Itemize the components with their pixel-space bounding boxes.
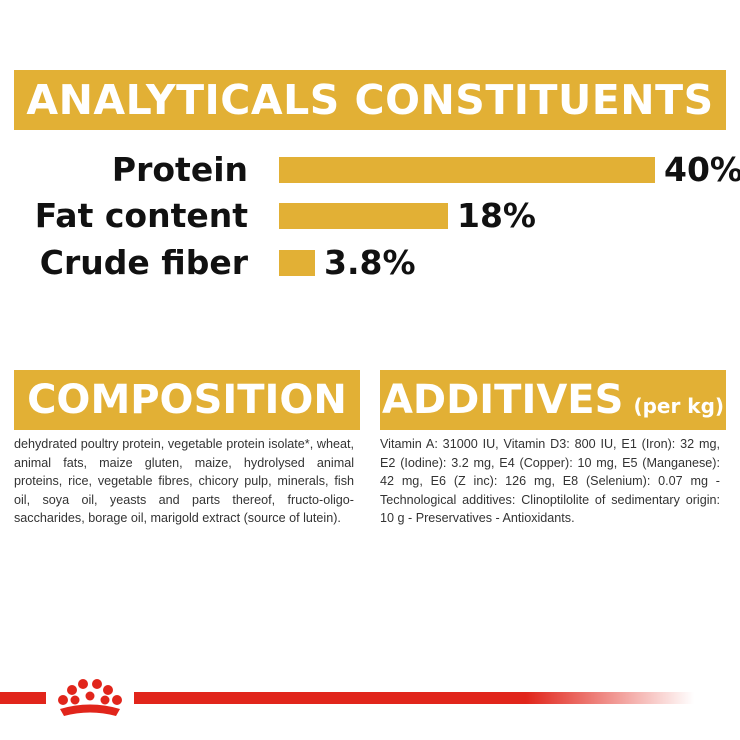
analytics-title: ANALYTICALS CONSTITUENTS	[26, 76, 714, 124]
footer-brand-line-right	[134, 692, 694, 704]
analytics-row-value: 40%	[664, 150, 740, 189]
footer-brand-line-left	[0, 692, 46, 704]
additives-title-banner: ADDITIVES (per kg)	[380, 370, 726, 430]
analytics-row: Protein 40%	[0, 150, 740, 190]
analytics-row-label: Crude fiber	[39, 243, 248, 282]
additives-text: Vitamin A: 31000 IU, Vitamin D3: 800 IU,…	[380, 437, 720, 525]
composition-title: COMPOSITION	[27, 377, 347, 423]
analytics-row: Crude fiber 3.8%	[0, 243, 740, 283]
analytics-row-value: 18%	[457, 196, 536, 235]
analytics-row-value: 3.8%	[324, 243, 416, 282]
analytics-row: Fat content 18%	[0, 196, 740, 236]
analytics-row-bar	[279, 203, 448, 229]
analytics-row-bar	[279, 157, 655, 183]
analytics-row-bar	[279, 250, 315, 276]
composition-text: dehydrated poultry protein, vegetable pr…	[14, 437, 354, 525]
analytics-title-banner: ANALYTICALS CONSTITUENTS	[14, 70, 726, 130]
analytics-row-label: Protein	[111, 150, 248, 189]
crown-icon	[58, 679, 122, 716]
analytics-row-label: Fat content	[34, 196, 248, 235]
additives-title: ADDITIVES	[381, 377, 624, 423]
composition-title-banner: COMPOSITION	[14, 370, 360, 430]
additives-unit: (per kg)	[633, 394, 725, 418]
